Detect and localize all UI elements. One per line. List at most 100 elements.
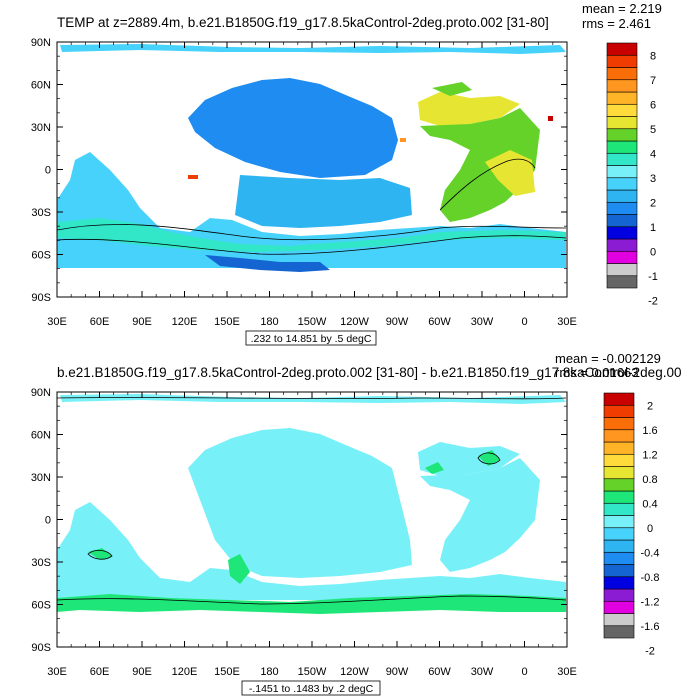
lon-tick-label-7: 120W <box>340 666 369 678</box>
colorbar-swatch <box>606 214 638 228</box>
green-patch-2 <box>228 554 250 584</box>
panel-1-contour-info: .232 to 14.851 by .5 degC <box>251 333 372 345</box>
north-atlantic-2 <box>418 442 520 476</box>
panel-2-axes: 90N 60N 30N 0 30S 60S 90S 30E 60E 90E 120E 150E 180 1… <box>31 387 577 678</box>
panel-1-rms: rms = 2.461 <box>582 16 651 31</box>
arctic-ocean-1 <box>60 44 566 54</box>
lon-tick-label-2: 90E <box>132 666 152 678</box>
lat-tick-label-3: 0 <box>45 165 51 177</box>
panel-1-info-box <box>245 330 377 346</box>
panel-1-map <box>57 42 567 297</box>
red-spot-1 <box>548 116 553 121</box>
colorbar-swatch <box>603 564 635 578</box>
panel-2-map <box>57 392 567 647</box>
colorbar-swatch <box>603 613 635 627</box>
colorbar-swatch <box>603 417 635 431</box>
colorbar-swatch <box>606 67 638 81</box>
contour-1a <box>57 224 567 241</box>
colorbar-label-3: 0.8 <box>642 474 657 486</box>
contour-1b <box>57 235 567 255</box>
panel-2-title: b.e21.B1850G.f19_g17.8.5kaControl-2deg.p… <box>57 365 681 380</box>
lon-tick-label-5: 180 <box>260 666 278 678</box>
colorbar-swatch <box>603 490 635 504</box>
colorbar-label-4: 0.4 <box>642 498 657 510</box>
colorbar-label-5: 0 <box>647 523 653 535</box>
southern-green-2 <box>57 594 566 614</box>
colorbar-swatch <box>606 226 638 240</box>
lat-tick-label-5: 60S <box>31 250 51 262</box>
orange-spot-1 <box>400 138 406 142</box>
panel-1-mean: mean = 2.219 <box>582 1 662 16</box>
colorbar-swatch <box>606 238 638 252</box>
colorbar-swatch <box>606 54 638 68</box>
colorbar-label-8: -1.2 <box>641 596 660 608</box>
lon-tick-label-11: 0 <box>521 666 527 678</box>
panel-2-contour-info: -.1451 to .1483 by .2 degC <box>249 683 374 695</box>
lat-tick-label-2: 30N <box>31 472 51 484</box>
lon-tick-label-8: 90W <box>386 666 409 678</box>
panel-1-title: TEMP at z=2889.4m, b.e21.B1850G.f19_g17.… <box>57 15 549 30</box>
colorbar-label-2: 1.2 <box>642 449 657 461</box>
lat-tick-label-4: 30S <box>31 207 51 219</box>
antarctic-water-1 <box>205 255 330 272</box>
colorbar-label-8: 0 <box>650 246 656 258</box>
green-patch-4 <box>425 462 444 474</box>
contour-2c <box>477 452 501 465</box>
colorbar-label-10: -2 <box>648 295 658 307</box>
lat-tick-label-6: 90S <box>31 642 51 654</box>
atlantic-green-1 <box>432 82 472 96</box>
panel-1-axes: 90N 60N 30N 0 30S 60S 90S 30E 60E 90E 120E 150E 180 1… <box>31 37 577 328</box>
colorbar-swatch <box>603 429 635 443</box>
colorbar-label-6: -0.4 <box>641 547 660 559</box>
colorbar-swatch <box>603 515 635 529</box>
lon-tick-label-1: 60E <box>90 666 110 678</box>
lon-tick-label-6: 150W <box>298 666 327 678</box>
lat-tick-label-3: 0 <box>45 515 51 527</box>
lon-tick-label-1: 60E <box>90 316 110 328</box>
lon-tick-label-12: 30E <box>557 316 577 328</box>
colorbar-label-0: 2 <box>647 400 653 412</box>
colorbar-swatch <box>606 79 638 93</box>
colorbar-label-1: 7 <box>650 75 656 87</box>
colorbar-label-1: 1.6 <box>642 425 657 437</box>
panel-1-colorbar: 8 7 6 5 4 3 2 1 0 -1 -2 <box>606 42 658 307</box>
colorbar-label-10: -2 <box>645 645 655 657</box>
colorbar-label-7: 1 <box>650 222 656 234</box>
north-pacific-1 <box>188 78 398 178</box>
lon-tick-label-2: 90E <box>132 316 152 328</box>
colorbar-swatch <box>606 140 638 154</box>
colorbar-swatch <box>603 576 635 590</box>
colorbar-label-5: 3 <box>650 173 656 185</box>
colorbar-swatch <box>606 201 638 215</box>
panel-2-info-box <box>241 680 381 696</box>
colorbar-label-7: -0.8 <box>641 572 660 584</box>
lat-tick-label-5: 60S <box>31 600 51 612</box>
colorbar-swatch <box>606 165 638 179</box>
panel-1: TEMP at z=2889.4m, b.e21.B1850G.f19_g17.… <box>31 1 662 346</box>
colorbar-swatch <box>603 453 635 467</box>
colorbar-swatch <box>603 478 635 492</box>
panel-2-colorbar: 2 1.6 1.2 0.8 0.4 0 -0.4 -0.8 -1.2 -1.6 -2 <box>603 392 660 657</box>
colorbar-swatch <box>606 152 638 166</box>
lat-tick-label-6: 90S <box>31 292 51 304</box>
lon-tick-label-3: 120E <box>172 316 198 328</box>
lat-tick-label-2: 30N <box>31 122 51 134</box>
panel-2-rms: rms = 0.01663 <box>555 365 638 380</box>
contour-2a <box>57 595 567 605</box>
colorbar-swatch <box>603 551 635 565</box>
lat-tick-label-1: 60N <box>31 430 51 442</box>
lon-tick-label-5: 180 <box>260 316 278 328</box>
indian-ocean-2 <box>57 502 566 600</box>
colorbar-swatch <box>603 502 635 516</box>
lat-tick-label-4: 30S <box>31 557 51 569</box>
north-atlantic-1 <box>418 92 520 126</box>
colorbar-label-6: 2 <box>650 197 656 209</box>
atlantic-2 <box>420 458 540 572</box>
colorbar-label-9: -1.6 <box>641 621 660 633</box>
contour-2b <box>87 550 113 560</box>
colorbar-swatch <box>606 177 638 191</box>
lon-tick-label-4: 150E <box>214 316 240 328</box>
colorbar-swatch <box>603 466 635 480</box>
colorbar-swatch <box>606 263 638 277</box>
